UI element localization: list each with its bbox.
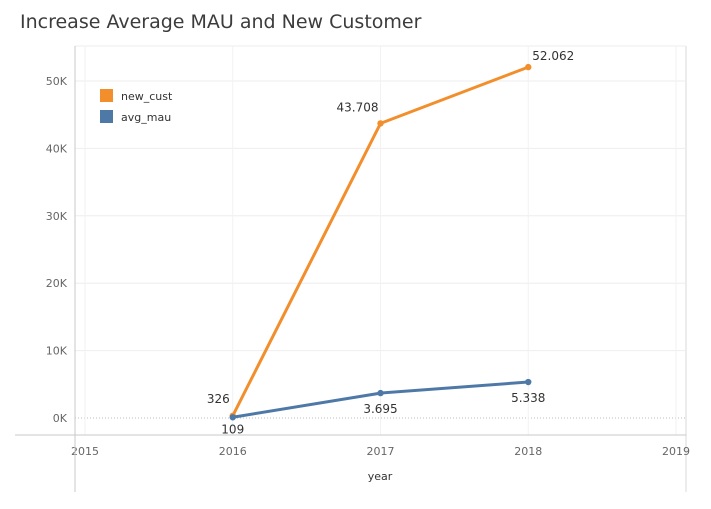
x-tick-label: 2017	[367, 445, 395, 458]
y-tick-label: 20K	[46, 277, 68, 290]
grid-layer	[75, 45, 687, 492]
data-label-new_cust: 326	[207, 392, 230, 406]
legend: new_cust avg_mau	[100, 89, 173, 124]
x-tick-label: 2015	[71, 445, 99, 458]
y-tick-label: 30K	[46, 210, 68, 223]
y-tick-label: 50K	[46, 75, 68, 88]
y-tick-label: 10K	[46, 345, 68, 358]
x-axis-title: year	[368, 470, 393, 483]
data-point-avg_mau	[377, 389, 384, 397]
y-tick-label: 40K	[46, 142, 68, 155]
data-label-new_cust: 52.062	[532, 49, 574, 63]
data-label-layer: 326 43.708 52.062 109 3.695 5.338	[207, 49, 574, 436]
x-tick-label: 2018	[514, 445, 542, 458]
data-point-new_cust	[377, 120, 384, 127]
legend-swatch-new_cust	[100, 89, 113, 102]
data-label-avg_mau: 5.338	[511, 391, 545, 405]
x-tick-label: 2019	[662, 445, 690, 458]
x-tick-label: 2016	[219, 445, 247, 458]
data-label-new_cust: 43.708	[337, 100, 379, 114]
data-point-new_cust	[525, 63, 532, 71]
data-point-avg_mau	[525, 378, 532, 386]
data-label-avg_mau: 109	[221, 422, 244, 436]
data-point-avg_mau	[229, 414, 236, 421]
legend-label-avg_mau: avg_mau	[121, 111, 171, 124]
series-layer	[229, 63, 532, 421]
axis-layer: 0K 10K 20K 30K 40K 50K 2015 2016 2017 2018 2019 yea…	[15, 46, 690, 492]
legend-label-new_cust: new_cust	[121, 90, 173, 103]
chart-title: Increase Average MAU and New Customer	[20, 11, 422, 33]
legend-swatch-avg_mau	[100, 110, 113, 123]
y-tick-label: 0K	[53, 412, 68, 425]
data-label-avg_mau: 3.695	[363, 402, 397, 416]
